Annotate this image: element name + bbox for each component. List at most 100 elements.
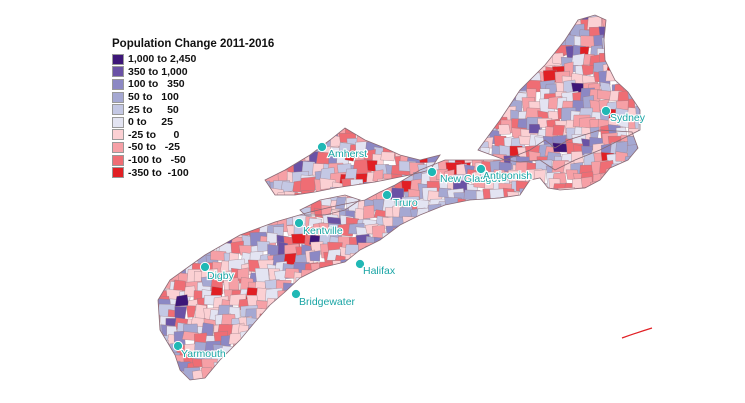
region-cell bbox=[326, 107, 340, 122]
region-cell bbox=[318, 98, 336, 112]
region-cell bbox=[584, 214, 596, 230]
region-cell bbox=[553, 391, 570, 403]
region-cell bbox=[295, 105, 312, 121]
region-cell bbox=[545, 198, 559, 210]
region-cell bbox=[466, 119, 483, 131]
region-cell bbox=[278, 71, 296, 82]
region-cell bbox=[368, 299, 384, 314]
region-cell bbox=[266, 232, 278, 244]
region-cell bbox=[606, 45, 624, 58]
region-cell bbox=[453, 390, 466, 403]
region-cell bbox=[295, 41, 313, 55]
region-cell bbox=[460, 354, 476, 367]
region-cell bbox=[408, 15, 423, 28]
region-cell bbox=[231, 15, 250, 19]
region-cell bbox=[609, 353, 627, 366]
region-cell bbox=[473, 199, 488, 212]
region-cell bbox=[403, 54, 415, 69]
city-marker bbox=[199, 261, 211, 273]
region-cell bbox=[632, 309, 640, 325]
region-cell bbox=[242, 196, 259, 212]
region-cell bbox=[398, 73, 410, 84]
region-cell bbox=[291, 102, 307, 115]
region-cell bbox=[644, 134, 664, 147]
region-cell bbox=[562, 334, 579, 350]
region-cell bbox=[572, 359, 590, 370]
region-cell bbox=[377, 296, 389, 312]
region-cell bbox=[454, 319, 467, 336]
region-cell bbox=[553, 352, 566, 366]
legend-label: 1,000 to 2,450 bbox=[128, 53, 197, 66]
region-cell bbox=[478, 341, 492, 356]
region-cell bbox=[565, 198, 580, 211]
region-cell bbox=[520, 243, 534, 258]
region-cell bbox=[553, 242, 567, 258]
region-cell bbox=[344, 352, 357, 365]
region-cell bbox=[367, 54, 384, 67]
region-cell bbox=[283, 334, 298, 347]
region-cell bbox=[158, 241, 174, 255]
region-cell bbox=[292, 64, 308, 79]
region-cell bbox=[498, 250, 509, 267]
region-cell bbox=[644, 118, 659, 132]
region-cell bbox=[618, 45, 630, 56]
region-cell bbox=[295, 37, 311, 55]
city-label: New Glasgow bbox=[440, 173, 505, 185]
region-cell bbox=[398, 379, 410, 380]
region-cell bbox=[367, 33, 386, 51]
region-cell bbox=[573, 273, 590, 290]
region-cell bbox=[258, 386, 275, 399]
region-cell bbox=[562, 191, 580, 206]
region-cell bbox=[276, 368, 287, 379]
region-cell bbox=[633, 334, 640, 349]
region-cell bbox=[186, 249, 202, 261]
region-cell bbox=[623, 53, 640, 68]
city-marker bbox=[426, 166, 438, 178]
region-cell bbox=[535, 15, 550, 20]
region-cell bbox=[471, 69, 485, 82]
region-cell bbox=[158, 213, 165, 230]
region-cell bbox=[410, 312, 424, 325]
region-cell bbox=[619, 28, 635, 43]
region-cell bbox=[446, 352, 463, 365]
region-cell bbox=[464, 21, 476, 35]
region-cell bbox=[183, 15, 204, 22]
region-cell bbox=[473, 287, 484, 300]
region-cell bbox=[595, 271, 614, 284]
region-cell bbox=[227, 25, 241, 38]
region-cell bbox=[309, 51, 324, 64]
region-cell bbox=[578, 239, 596, 258]
region-cell bbox=[382, 89, 400, 101]
region-cell bbox=[367, 101, 381, 114]
region-cell bbox=[512, 226, 524, 237]
region-cell bbox=[396, 263, 417, 279]
region-cell bbox=[403, 290, 416, 305]
region-cell bbox=[168, 15, 186, 25]
region-cell bbox=[570, 241, 590, 256]
region-cell bbox=[301, 102, 315, 118]
region-cell bbox=[547, 16, 565, 28]
region-cell bbox=[482, 317, 493, 330]
region-cell bbox=[295, 354, 309, 365]
region-cell bbox=[183, 208, 201, 223]
region-cell bbox=[588, 215, 606, 228]
region-cell bbox=[213, 390, 225, 403]
region-cell bbox=[548, 317, 563, 331]
region-cell bbox=[266, 325, 279, 343]
region-cell bbox=[379, 378, 397, 380]
region-cell bbox=[420, 252, 432, 266]
region-cell bbox=[632, 190, 640, 203]
region-cell bbox=[610, 331, 625, 341]
region-cell bbox=[529, 47, 541, 65]
region-cell bbox=[611, 307, 628, 322]
region-cell bbox=[453, 125, 465, 139]
region-cell bbox=[237, 206, 256, 217]
region-cell bbox=[473, 237, 489, 250]
region-cell bbox=[482, 299, 497, 311]
region-cell bbox=[537, 299, 549, 310]
region-cell bbox=[366, 318, 380, 329]
region-cell bbox=[470, 106, 487, 122]
region-cell bbox=[412, 15, 427, 23]
region-cell bbox=[211, 15, 225, 27]
region-cell bbox=[374, 83, 390, 97]
